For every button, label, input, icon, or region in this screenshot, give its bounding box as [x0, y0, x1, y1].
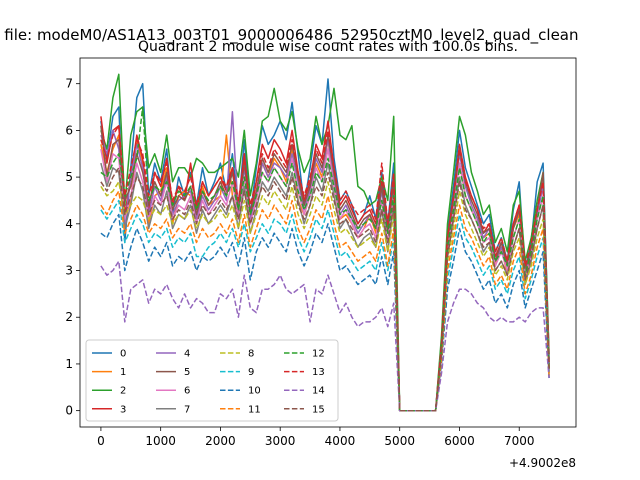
x-tick-label: 3000 — [265, 434, 296, 448]
x-tick-label: 4000 — [325, 434, 356, 448]
legend-label: 14 — [312, 386, 325, 397]
axes-frame — [79, 57, 577, 428]
x-tick-label: 0 — [97, 434, 105, 448]
legend-box — [85, 339, 339, 422]
x-tick-label: 5000 — [384, 434, 415, 448]
figure-suptitle: n file: modeM0/AS1A13_003T01_9000006486_… — [0, 26, 579, 45]
y-tick-label: 6 — [65, 123, 73, 137]
legend-label: 1 — [120, 367, 126, 378]
series-lines — [100, 73, 550, 412]
series-line-3 — [100, 116, 550, 412]
y-tick-label: 1 — [65, 357, 73, 371]
chart-title: Quadrant 2 module wise count rates with … — [138, 39, 518, 55]
series-line-14 — [100, 260, 550, 412]
y-tick-label: 3 — [65, 264, 73, 278]
series-line-9 — [100, 199, 550, 412]
legend-label: 6 — [184, 386, 190, 397]
series-line-4 — [100, 110, 550, 412]
legend-label: 5 — [184, 367, 190, 378]
y-tick-label: 2 — [65, 310, 73, 324]
legend-label: 3 — [120, 404, 126, 415]
series-line-11 — [100, 190, 550, 412]
series-line-10 — [100, 213, 550, 412]
legend-label: 4 — [184, 349, 190, 360]
legend-label: 9 — [248, 367, 254, 378]
y-tick-label: 5 — [65, 170, 73, 184]
x-tick-label: 1000 — [145, 434, 176, 448]
legend-label: 0 — [120, 349, 126, 360]
series-line-15 — [100, 167, 550, 412]
x-tick-label: 6000 — [444, 434, 475, 448]
y-tick-label: 7 — [65, 77, 73, 91]
y-tick-label: 0 — [65, 404, 73, 418]
x-tick-label: 7000 — [504, 434, 535, 448]
x-offset-label: +4.9002e8 — [509, 456, 576, 470]
legend-label: 11 — [248, 404, 261, 415]
x-tick-label: 2000 — [205, 434, 236, 448]
legend-label: 2 — [120, 386, 126, 397]
series-line-5 — [100, 125, 550, 412]
legend-label: 12 — [312, 349, 325, 360]
legend-label: 13 — [312, 367, 325, 378]
series-line-13 — [100, 124, 550, 412]
legend-label: 7 — [184, 404, 190, 415]
series-line-12 — [100, 106, 550, 412]
series-line-8 — [100, 181, 550, 412]
y-tick-label: 4 — [65, 217, 73, 231]
legend-label: 8 — [248, 349, 254, 360]
legend-label: 10 — [248, 386, 261, 397]
legend-label: 15 — [312, 404, 325, 415]
